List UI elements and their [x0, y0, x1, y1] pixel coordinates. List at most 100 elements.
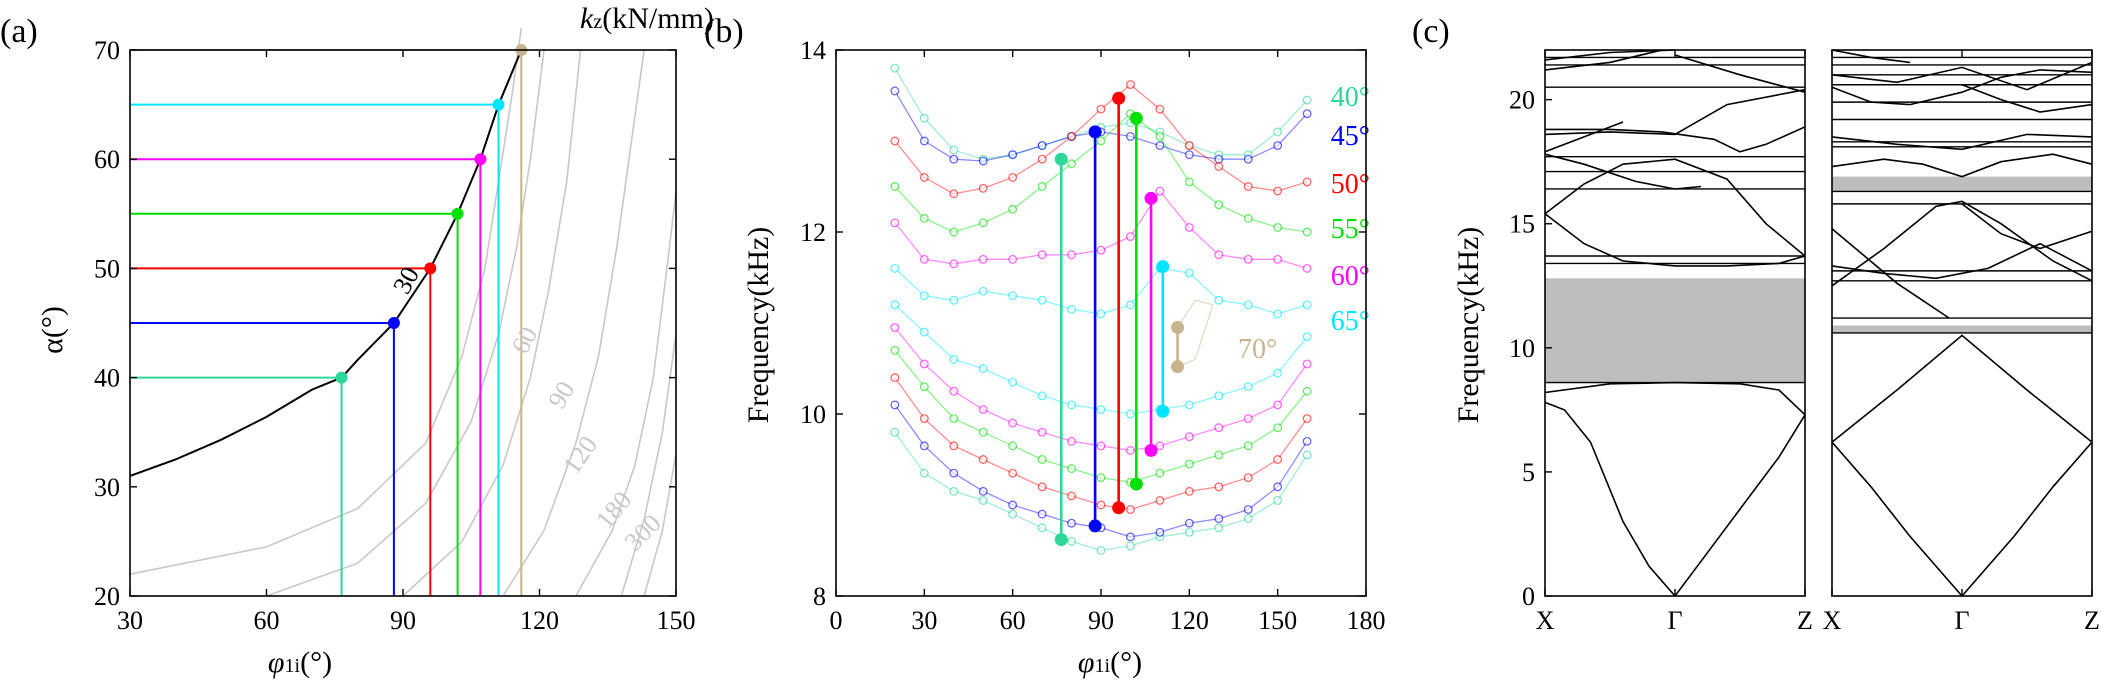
series-60°-lower-point	[1037, 427, 1047, 437]
panel-c-left-xtick-label: Γ	[1667, 606, 1682, 635]
panel-c-left-band-9	[1674, 54, 1806, 93]
series-45°-lower-point	[1008, 500, 1018, 510]
panel-c-right-band-5	[1961, 203, 2093, 250]
series-60°-upper-point	[1096, 245, 1106, 255]
series-50°-upper-point	[1037, 154, 1047, 164]
panel-a-ytick-label: 20	[94, 582, 120, 611]
panel-c-right-band-1	[1831, 441, 2093, 598]
series-50°-upper-point	[1243, 182, 1253, 191]
alpha-45-marker	[387, 317, 400, 329]
series-60°-upper-point	[949, 259, 959, 269]
gap-bar-45°-top	[1088, 125, 1102, 139]
series-55°-lower-point	[1302, 386, 1312, 396]
panel-a-kz-label: kz(kN/mm)	[580, 2, 714, 35]
series-65°-upper-point	[949, 295, 959, 305]
gap-bar-55°-top	[1129, 111, 1143, 125]
series-60°-lower-point	[1096, 441, 1106, 451]
series-55°-upper-point	[919, 213, 929, 223]
gap-bar-55°-bottom	[1129, 477, 1143, 491]
series-65°-upper-point	[1067, 304, 1077, 314]
series-65°-lower-point	[1008, 377, 1018, 387]
panel-c-right-xtick-label: Γ	[1954, 606, 1969, 635]
series-60°-lower-point	[1125, 445, 1135, 455]
gap-bar-65°-bottom	[1156, 404, 1170, 418]
series-45°-lower-point	[1214, 514, 1224, 524]
series-45°-lower-point	[1302, 436, 1312, 446]
series-65°-upper-point	[1096, 309, 1106, 319]
panel-b-xlabel: φ1i(°)	[1078, 646, 1142, 679]
gap-bar-70°-top	[1171, 321, 1185, 335]
series-65°-upper-point	[919, 291, 929, 301]
series-55°-lower-point	[1096, 473, 1106, 483]
series-60°-lower-point	[1184, 432, 1194, 442]
series-40°-lower-point	[919, 468, 929, 478]
series-65°-lower-point	[1067, 400, 1077, 410]
series-50°-lower-point	[1008, 468, 1018, 478]
series-50°-lower-point	[1067, 491, 1077, 501]
series-60°-upper-point	[919, 254, 929, 264]
series-50°-lower-point	[1243, 473, 1253, 483]
series-50°-lower-point	[890, 373, 900, 383]
series-45°-lower-point	[890, 400, 900, 410]
panel-c-ylabel: Frequency(kHz)	[1452, 227, 1485, 424]
panel-b-ytick-label: 10	[800, 400, 826, 429]
angle-label-55°: 55°	[1331, 214, 1370, 245]
series-50°-upper-point	[1125, 80, 1135, 90]
panel-c-left-band-0	[1544, 401, 1806, 598]
series-60°-upper-point	[1273, 254, 1283, 264]
gap-bar-50°-top	[1112, 91, 1126, 105]
series-55°-upper-point	[1067, 159, 1077, 169]
panel-b-xtick-label: 90	[1088, 606, 1114, 635]
series-65°-lower-point	[1096, 405, 1106, 414]
series-55°-lower-point	[1008, 441, 1018, 451]
series-45°-lower-point	[919, 441, 929, 451]
series-65°-lower-point	[1184, 400, 1194, 410]
angle-label-60°: 60°	[1331, 261, 1370, 292]
panel-b-xtick-label: 30	[911, 606, 937, 635]
panel-b-letter: (b)	[704, 13, 744, 50]
series-50°-lower-point	[978, 455, 988, 464]
series-40°-lower-point	[1067, 536, 1077, 546]
kz-contour-120	[402, 49, 582, 597]
series-55°-lower-point	[1155, 468, 1165, 478]
series-60°-lower-point	[1067, 436, 1077, 446]
panel-c-right-band-10	[1961, 83, 2093, 113]
series-45°-lower-point	[1243, 505, 1253, 514]
series-45°-upper-point	[1008, 150, 1018, 160]
kz-contour-90	[266, 49, 545, 597]
gap-bar-60°-bottom	[1144, 443, 1158, 457]
series-60°-upper-point	[1184, 222, 1194, 232]
series-50°-lower-point	[1184, 486, 1194, 496]
alpha-65-marker	[492, 98, 505, 111]
series-45°-upper-point	[1302, 109, 1312, 119]
panel-b-xtick-label: 180	[1347, 606, 1386, 635]
series-50°-upper-point	[1067, 131, 1077, 141]
series-55°-upper-point	[1155, 131, 1165, 141]
series-60°-lower-point	[1155, 441, 1165, 451]
panel-c-ytick-label: 15	[1509, 210, 1535, 239]
series-65°-upper-point	[1125, 300, 1135, 310]
series-60°-upper-point	[978, 254, 988, 264]
series-50°-upper-point	[1302, 177, 1312, 187]
panel-a-ytick-label: 30	[94, 473, 120, 502]
contour-label-120: 120	[557, 431, 603, 480]
gap-bar-65°-top	[1156, 260, 1170, 274]
panel-c-left-band-3	[1544, 158, 1806, 257]
series-60°-upper-point	[1214, 250, 1224, 260]
series-45°-upper-point	[978, 156, 988, 166]
series-50°-lower-point	[1214, 482, 1224, 492]
series-55°-upper-point	[1214, 200, 1224, 210]
series-60°-upper-point	[1302, 263, 1312, 273]
series-50°-upper-point	[978, 183, 988, 193]
series-60°-lower-point	[949, 386, 959, 396]
panel-c-right-band-7	[1831, 133, 2093, 151]
panel-a-xtick-label: 150	[657, 606, 696, 635]
panel-c-left-xtick-label: X	[1536, 606, 1555, 635]
panel-c-ytick-label: 20	[1509, 86, 1535, 115]
series-40°-upper-line	[894, 67, 1308, 160]
series-40°-lower-point	[949, 486, 959, 496]
kz-contour-60	[129, 28, 523, 575]
kz-30-curve	[129, 49, 523, 477]
series-60°-lower-point	[919, 359, 929, 369]
